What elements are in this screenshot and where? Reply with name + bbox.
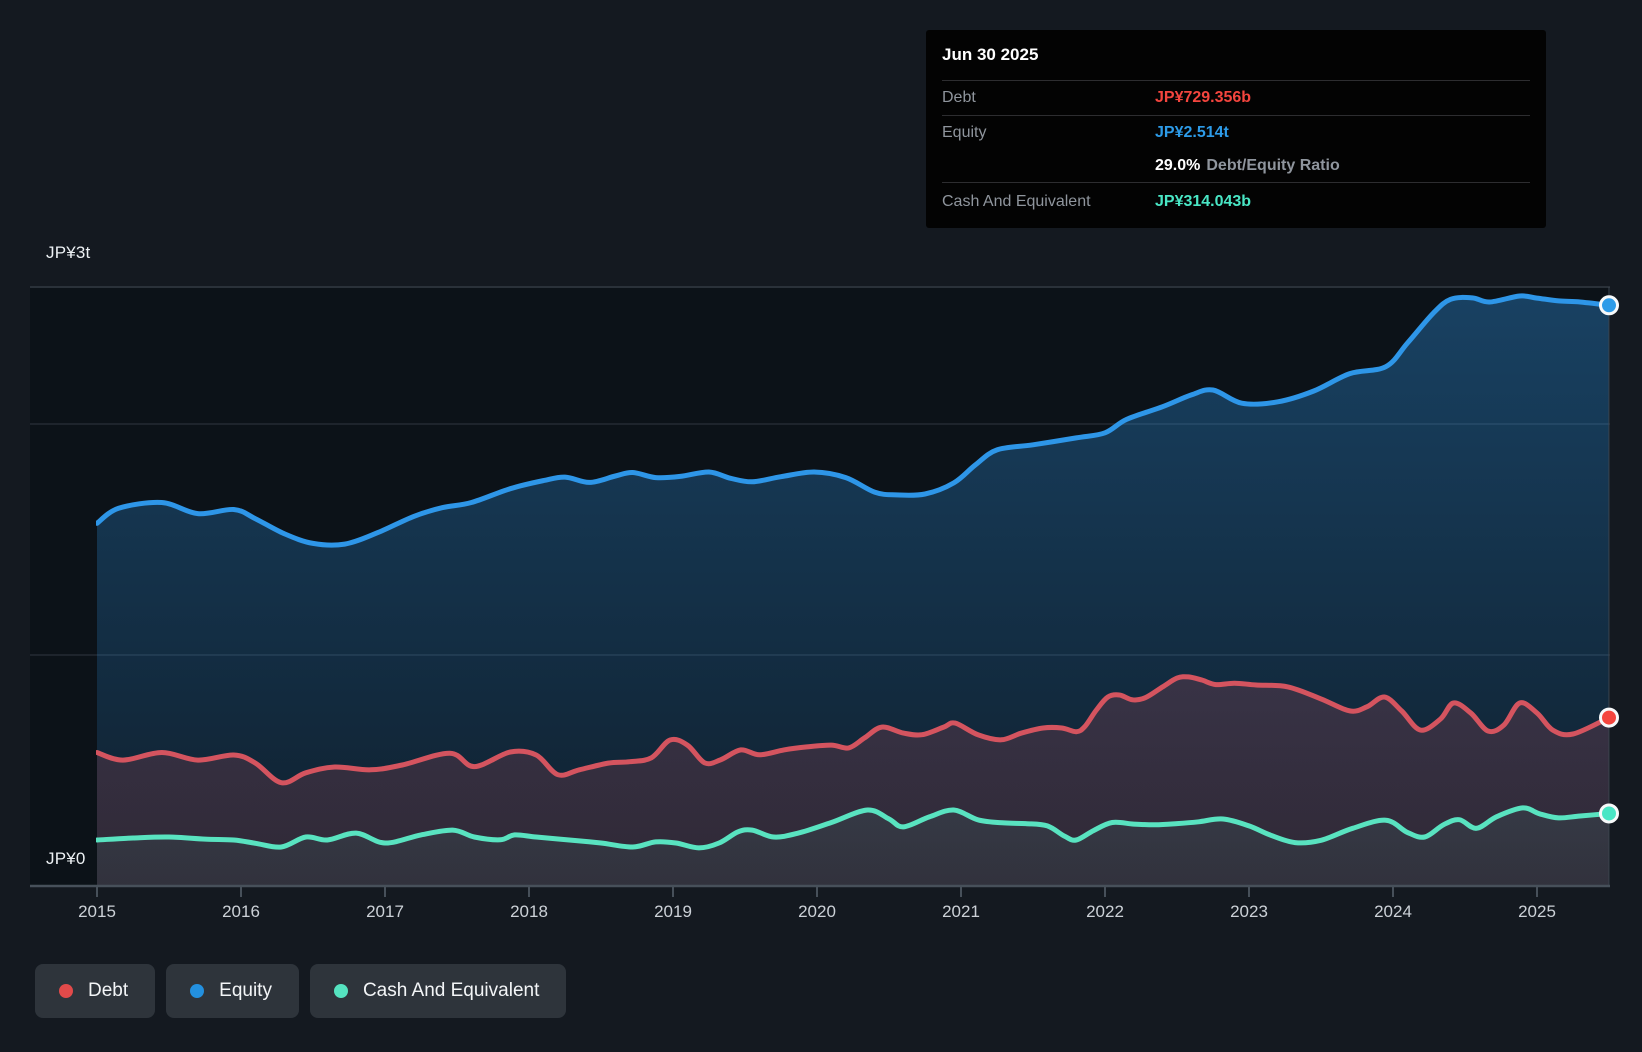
legend-debt-label: Debt [88, 980, 129, 1001]
legend-item-cash[interactable]: Cash And Equivalent [309, 964, 567, 1018]
legend-item-equity[interactable]: Equity [166, 964, 299, 1018]
tooltip-row-cash: Cash And Equivalent JP¥314.043b [942, 183, 1530, 220]
debt-dot-icon [59, 984, 73, 998]
tooltip-row-equity: Equity JP¥2.514t [942, 116, 1530, 150]
tooltip-cash-label: Cash And Equivalent [942, 192, 1091, 210]
legend-item-debt[interactable]: Debt [35, 964, 156, 1018]
x-axis-label-2019: 2019 [654, 902, 692, 921]
equity-end-marker[interactable] [1599, 295, 1619, 316]
x-axis-label-2020: 2020 [798, 902, 836, 921]
tooltip-date: Jun 30 2025 [942, 30, 1530, 81]
x-axis-label-2023: 2023 [1230, 902, 1268, 921]
tooltip-ratio-caption: Debt/Equity Ratio [1206, 157, 1340, 174]
legend-equity-label: Equity [219, 980, 272, 1001]
y-axis-zero-label: JP¥0 [46, 849, 86, 868]
x-axis-label-2016: 2016 [222, 902, 260, 921]
legend: Debt Equity Cash And Equivalent [35, 964, 567, 1018]
x-axis-label-2021: 2021 [942, 902, 980, 921]
cash-and-equivalent-area [97, 807, 1609, 886]
y-axis-max-label: JP¥3t [46, 243, 91, 262]
debt-end-marker[interactable] [1599, 707, 1619, 728]
x-axis-label-2025: 2025 [1518, 902, 1556, 921]
tooltip-debt-value: JP¥729.356b [1155, 89, 1252, 106]
x-axis-label-2024: 2024 [1374, 902, 1412, 921]
x-axis-label-2022: 2022 [1086, 902, 1124, 921]
cash-and-equivalent-end-marker[interactable] [1599, 803, 1619, 824]
tooltip-equity-value: JP¥2.514t [1155, 124, 1229, 141]
tooltip-equity-label: Equity [942, 124, 987, 141]
x-axis-label-2015: 2015 [78, 902, 116, 921]
tooltip-ratio-value: 29.0% [1155, 157, 1201, 174]
x-axis-label-2018: 2018 [510, 902, 548, 921]
x-axis-label-2017: 2017 [366, 902, 404, 921]
legend-cash-label: Cash And Equivalent [362, 980, 540, 1001]
equity-dot-icon [190, 984, 205, 998]
cash-and-equivalent-line [96, 805, 1610, 851]
tooltip-row-debt: Debt JP¥729.356b [942, 81, 1530, 116]
tooltip-debt-label: Debt [942, 89, 976, 106]
debt-line [96, 674, 1610, 786]
x-axis-labels: 2015 2016 2017 2018 2019 2020 2021 2022 2023 2024… [0, 902, 1642, 926]
tooltip-cash-value: JP¥314.043b [1155, 192, 1252, 210]
cash-dot-icon [333, 984, 348, 998]
equity-line [96, 293, 1610, 548]
tooltip-row-ratio: 29.0% Debt/Equity Ratio [942, 150, 1530, 183]
chart-tooltip: Jun 30 2025 Debt JP¥729.356b Equity JP¥2… [926, 30, 1546, 228]
